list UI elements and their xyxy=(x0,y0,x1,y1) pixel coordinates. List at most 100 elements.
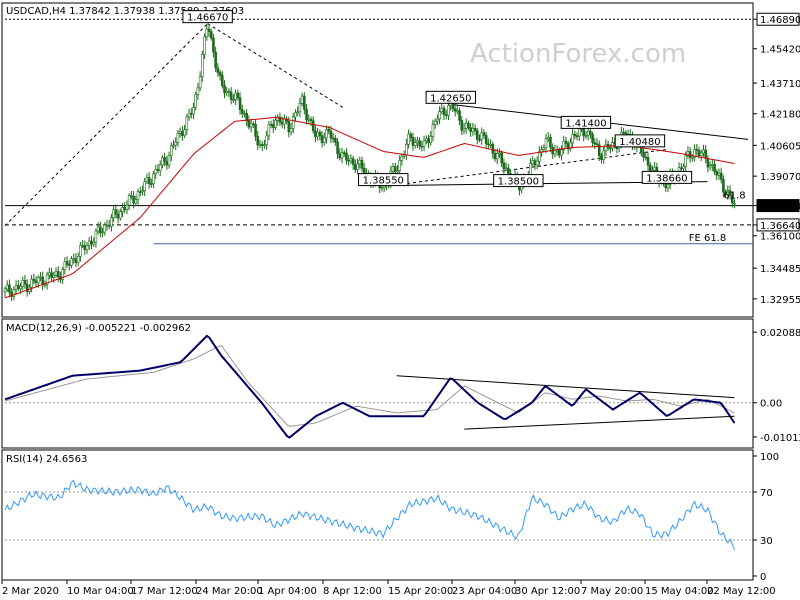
candle-body xyxy=(212,37,215,53)
candle-body xyxy=(183,129,186,136)
candle-body xyxy=(418,140,421,147)
x-tick-label: 15 Apr 20:00 xyxy=(388,586,453,597)
candle-body xyxy=(495,153,499,160)
candle-body xyxy=(482,132,486,136)
candle-body xyxy=(407,133,410,145)
candle-body xyxy=(533,160,537,166)
candle-body xyxy=(464,122,468,129)
candle-body xyxy=(713,164,716,172)
candle-body xyxy=(79,245,82,257)
candle-body xyxy=(161,157,164,166)
candle-body xyxy=(458,110,461,121)
x-tick-label: 8 Apr 12:00 xyxy=(323,586,382,597)
macd-trendline xyxy=(396,375,735,399)
price-panel xyxy=(1,2,754,318)
rsi-y-tick: 0 xyxy=(760,572,766,583)
price-label-box xyxy=(182,10,233,24)
candle-body xyxy=(356,163,359,170)
candle-body xyxy=(549,136,552,148)
candle-body xyxy=(345,152,348,161)
candle-body xyxy=(163,157,166,162)
price-y-tick: 1.40605 xyxy=(760,141,800,152)
price-label-box xyxy=(614,134,666,148)
candle-body xyxy=(730,195,734,204)
candle-body xyxy=(130,195,133,197)
candle-body xyxy=(600,155,603,160)
candle-body xyxy=(329,130,333,139)
price-y-tick: 1.42180 xyxy=(760,110,800,121)
candle-body xyxy=(546,136,550,139)
candle-body xyxy=(456,110,459,113)
candle-body xyxy=(260,143,264,146)
candle-body xyxy=(400,155,404,161)
candle-body xyxy=(591,133,594,143)
candle-body xyxy=(398,160,401,171)
y-tick-box xyxy=(756,12,800,26)
candle-body xyxy=(702,149,705,154)
candle-body xyxy=(597,144,601,157)
candle-body xyxy=(92,241,95,245)
candle-body xyxy=(56,271,60,278)
candle-body xyxy=(351,158,355,165)
candle-body xyxy=(267,124,271,137)
candle-body xyxy=(347,159,350,162)
candle-body xyxy=(87,240,91,246)
candle-body xyxy=(152,173,155,185)
candle-body xyxy=(487,143,490,146)
candle-body xyxy=(176,132,180,143)
candle-body xyxy=(589,130,592,135)
candle-body xyxy=(8,284,11,293)
candle-body xyxy=(558,149,561,156)
candle-body xyxy=(145,177,149,182)
candle-body xyxy=(198,76,202,89)
candle-body xyxy=(174,142,178,146)
candle-body xyxy=(256,136,260,146)
candle-body xyxy=(240,109,244,114)
x-tick-label: 23 Apr 04:00 xyxy=(452,586,517,597)
candle-body xyxy=(30,278,33,288)
candle-body xyxy=(480,132,484,140)
candle-body xyxy=(83,245,87,251)
candle-body xyxy=(699,152,703,157)
price-label: 1.38500 xyxy=(498,177,539,188)
price-label: 1.41400 xyxy=(565,118,606,129)
candle-body xyxy=(471,128,475,132)
candle-body xyxy=(227,90,231,93)
candle-body xyxy=(39,276,42,279)
candle-body xyxy=(586,130,590,136)
candle-body xyxy=(68,264,71,266)
x-tick-label: 10 Mar 04:00 xyxy=(67,586,134,597)
candle-body xyxy=(604,144,608,152)
price-label: 1.38660 xyxy=(646,173,687,184)
candle-body xyxy=(127,195,131,206)
candle-body xyxy=(21,280,25,287)
rsi-title: RSI(14) 24.6563 xyxy=(6,454,87,465)
candle-body xyxy=(187,112,191,118)
candle-body xyxy=(311,120,315,132)
candle-body xyxy=(507,167,510,174)
axes: 1.46890 1.45420 1.43710 1.42180 1.40605 1.390… xyxy=(1,12,800,597)
rsi-y-tick: 100 xyxy=(760,452,779,463)
macd-title: MACD(12,26,9) -0.005221 -0.002962 xyxy=(6,323,191,334)
candle-body xyxy=(54,271,58,276)
rsi-series xyxy=(4,479,753,551)
candle-body xyxy=(717,172,721,176)
price-label-box xyxy=(641,170,693,184)
candle-body xyxy=(358,159,362,165)
candle-body xyxy=(36,277,40,284)
candle-body xyxy=(584,134,588,137)
macd-y-tick: 0.00 xyxy=(760,399,782,410)
candle-body xyxy=(271,124,275,128)
candle-body xyxy=(303,95,306,110)
price-y-tick: 1.46890 xyxy=(760,15,800,26)
candle-body xyxy=(318,132,322,136)
x-tick-label: 17 Mar 12:00 xyxy=(131,586,198,597)
candle-body xyxy=(325,129,328,139)
candle-body xyxy=(642,151,645,158)
candle-body xyxy=(489,144,492,146)
candle-body xyxy=(462,128,466,131)
candle-body xyxy=(5,284,9,290)
candle-body xyxy=(156,169,160,171)
candle-body xyxy=(280,121,284,125)
